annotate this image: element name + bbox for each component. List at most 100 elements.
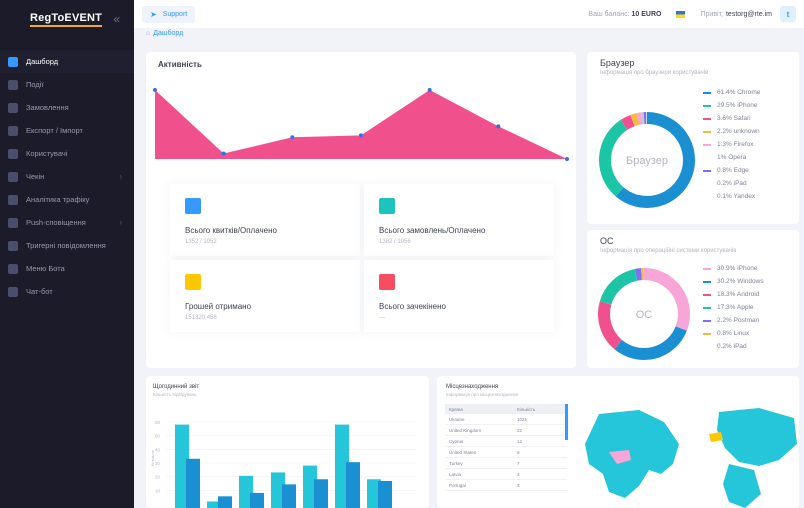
sidebar-item[interactable]: Push-сповіщення ›: [0, 211, 134, 234]
menu-item-icon: [8, 102, 18, 113]
user-email[interactable]: testorg@rte.im: [725, 10, 772, 18]
user-avatar[interactable]: t: [780, 6, 796, 22]
legend-item[interactable]: 1% Opera: [703, 151, 760, 164]
table-scrollbar[interactable]: [565, 404, 568, 440]
location-table: Країна Кількість Ukraine 1021 United Kingdom…: [445, 404, 567, 491]
legend-item[interactable]: 30.9% iPhone: [703, 262, 764, 275]
legend-label: 0.2% iPad: [717, 343, 747, 350]
stat-value: 151320.458: [185, 315, 217, 321]
legend-swatch: [703, 267, 711, 270]
table-header-cell[interactable]: Країна: [449, 406, 463, 412]
activity-point: [290, 135, 295, 140]
legend-label: 3.6% Safari: [717, 115, 751, 122]
legend-item[interactable]: 30.2% Windows: [703, 275, 764, 288]
legend-item[interactable]: 61.4% Chrome: [703, 86, 760, 99]
os-donut-chart: ОС: [598, 268, 690, 360]
table-cell: 12: [517, 438, 523, 444]
hourly-bar-chart: 60 50 40 30 20 10 Кількість: [150, 420, 416, 508]
legend-item[interactable]: 1.3% Firefox: [703, 138, 760, 151]
support-button[interactable]: ➤ Support: [142, 5, 196, 23]
stat-box: Грошей отримано 151320.458: [170, 260, 360, 332]
legend-swatch: [703, 91, 711, 94]
legend-item[interactable]: 0.1% Yandex: [703, 190, 760, 203]
table-cell: Portugal: [449, 482, 466, 488]
sidebar-item-label: Експорт / Імпорт: [26, 126, 83, 135]
legend-item[interactable]: 18.3% Android: [703, 288, 764, 301]
sidebar-item[interactable]: Меню Бота: [0, 257, 134, 280]
table-row: Portugal 3: [445, 480, 567, 491]
send-icon: ➤: [150, 9, 157, 19]
sidebar-item-label: Користувачі: [26, 149, 68, 158]
legend-item[interactable]: 0.8% Edge: [703, 164, 760, 177]
donut-slice: [599, 268, 638, 305]
activity-point: [427, 88, 432, 92]
activity-title: Активність: [158, 60, 202, 69]
sidebar-item[interactable]: Замовлення: [0, 96, 134, 119]
bar-series-a: [271, 472, 285, 508]
os-card: ОС Інформація про операційні системи кор…: [587, 230, 799, 368]
logo-row: RegToEVENT «: [0, 0, 134, 38]
home-icon[interactable]: ⌂: [146, 30, 151, 37]
sidebar-item[interactable]: Експорт / Імпорт: [0, 119, 134, 142]
browser-legend: 61.4% Chrome 29.5% iPhone 3.6% Safari 2.2% …: [703, 86, 760, 203]
menu-item-icon: [8, 286, 18, 297]
table-cell: Latvia: [449, 471, 462, 477]
hourly-title: Щогодинний звіт: [153, 384, 200, 390]
table-header-cell[interactable]: Кількість: [517, 406, 536, 412]
sidebar-item[interactable]: Дашборд: [0, 50, 134, 73]
legend-swatch: [703, 169, 711, 172]
world-map[interactable]: [569, 404, 799, 508]
breadcrumb-item[interactable]: Дашборд: [153, 30, 184, 37]
chevron-right-icon: ›: [119, 218, 122, 227]
location-title: Місцезнаходження: [446, 384, 499, 390]
legend-item[interactable]: 29.5% iPhone: [703, 99, 760, 112]
sidebar-item[interactable]: Тригерні повідомлення: [0, 234, 134, 257]
legend-item[interactable]: 0.2% iPad: [703, 340, 764, 353]
sidebar-item[interactable]: Користувачі: [0, 142, 134, 165]
menu-item-icon: [8, 171, 18, 182]
bar-series-b: [186, 458, 200, 508]
activity-point: [496, 124, 501, 129]
menu-item-icon: [8, 79, 18, 90]
donut-slice: [615, 112, 695, 208]
table-row: United Kingdom 22: [445, 425, 567, 436]
sidebar-nav: Дашборд Події Замовлення Експорт / Імпорт Ко…: [0, 50, 134, 303]
sidebar-item[interactable]: Чат-бот: [0, 280, 134, 303]
table-cell: 4: [517, 471, 520, 477]
location-card: Місцезнаходження Інформація про місцезна…: [437, 376, 799, 508]
legend-label: 0.8% Linux: [717, 330, 750, 337]
legend-item[interactable]: 0.8% Linux: [703, 327, 764, 340]
legend-item[interactable]: 0.2% iPad: [703, 177, 760, 190]
language-flag-icon[interactable]: [675, 10, 685, 18]
sidebar-item-label: Замовлення: [26, 103, 69, 112]
legend-item[interactable]: 2.2% unknown: [703, 125, 760, 138]
os-legend: 30.9% iPhone 30.2% Windows 18.3% Android 17…: [703, 262, 764, 353]
donut-slice: [614, 326, 687, 360]
legend-label: 30.9% iPhone: [717, 265, 758, 272]
legend-item[interactable]: 2.2% Postman: [703, 314, 764, 327]
sidebar-item[interactable]: Події: [0, 73, 134, 96]
greeting: Привіт,: [700, 10, 723, 18]
sidebar-item[interactable]: Аналітика трафіку: [0, 188, 134, 211]
table-row: Latvia 4: [445, 469, 567, 480]
legend-item[interactable]: 17.3% Apple: [703, 301, 764, 314]
bar-series-a: [367, 479, 381, 508]
stat-value: 1382 / 1056: [379, 239, 411, 245]
menu-item-icon: [8, 194, 18, 205]
sidebar-item[interactable]: Чекін ›: [0, 165, 134, 188]
hourly-report-card: Щогодинний звіт Кількість відвідувань 60…: [146, 376, 429, 508]
legend-label: 1.3% Firefox: [717, 141, 754, 148]
logo[interactable]: RegToEVENT: [30, 12, 103, 27]
activity-chart: [153, 88, 569, 161]
browser-card: Браузер Інформація про браузери користув…: [587, 52, 799, 224]
donut-slice: [598, 301, 623, 350]
collapse-sidebar-icon[interactable]: «: [113, 12, 120, 26]
bar-series-a: [239, 475, 253, 508]
legend-item[interactable]: 3.6% Safari: [703, 112, 760, 125]
menu-item-icon: [8, 263, 18, 274]
browser-subtitle: Інформація про браузери користувачів: [600, 70, 709, 76]
menu-item-icon: [8, 125, 18, 136]
balance: Ваш баланс: 10 EURO: [588, 11, 661, 18]
stat-label: Всього замовлень/Оплачено: [379, 226, 486, 235]
stat-value: 1352 / 1052: [185, 239, 217, 245]
